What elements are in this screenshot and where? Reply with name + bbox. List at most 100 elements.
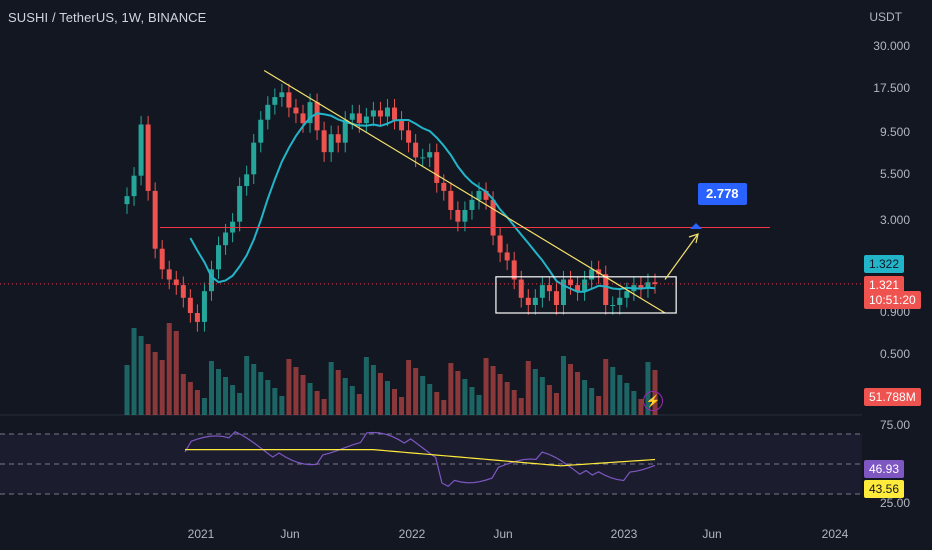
current-price-badge: 1.321: [864, 276, 905, 294]
volume-bar: [462, 379, 468, 415]
volume-bar: [434, 392, 440, 415]
rsi-ma-line: [185, 449, 656, 467]
volume-bar: [335, 370, 341, 415]
volume-bar: [166, 323, 172, 415]
candle-body: [321, 130, 327, 153]
candle-body: [166, 269, 172, 280]
moving-average-line: [189, 112, 656, 293]
price-tick: 0.500: [879, 347, 910, 361]
price-tick: 30.000: [873, 39, 910, 53]
candle-body: [159, 248, 165, 270]
volume-badge: 51.788M: [864, 388, 921, 406]
volume-bar: [553, 393, 559, 415]
countdown-badge: 10:51:20: [864, 291, 921, 309]
volume-bar: [560, 356, 566, 415]
candle-body: [427, 152, 433, 158]
volume-bar: [476, 395, 482, 415]
volume-bar: [518, 398, 524, 415]
candle-body: [476, 190, 482, 200]
candle-body: [307, 102, 313, 124]
candle-body: [532, 297, 538, 306]
candle-body: [539, 285, 545, 298]
candle-body: [244, 174, 250, 187]
volume-bar: [131, 328, 137, 415]
candle-body: [469, 199, 475, 210]
candle-body: [603, 274, 609, 306]
candle-body: [518, 279, 524, 298]
candle-body: [356, 113, 362, 124]
volume-bar: [441, 400, 447, 415]
candle-body: [392, 107, 398, 120]
volume-bar: [173, 331, 179, 415]
volume-bar: [504, 382, 510, 415]
candle-body: [138, 124, 144, 176]
candle-body: [420, 157, 426, 159]
candle-body: [455, 209, 461, 222]
time-tick: Jun: [493, 527, 513, 541]
candle-body: [370, 110, 376, 117]
volume-bar: [610, 367, 616, 415]
rsi-tick: 25.00: [879, 496, 910, 510]
candle-body: [596, 269, 602, 275]
candle-body: [363, 116, 369, 124]
candle-body: [237, 186, 243, 222]
volume-bar: [624, 383, 630, 415]
volume-bar: [265, 380, 271, 415]
volume-bar: [638, 399, 644, 415]
candle-body: [328, 134, 334, 153]
candle-body: [483, 190, 489, 200]
volume-bar: [138, 336, 144, 415]
candle-body: [279, 92, 285, 98]
volume-bar: [342, 378, 348, 415]
price-tick: 17.500: [873, 81, 910, 95]
volume-bar: [399, 397, 405, 415]
volume-bar: [356, 394, 362, 415]
time-tick: 2021: [187, 527, 215, 541]
volume-bar: [201, 398, 207, 415]
candle-body: [314, 102, 320, 131]
volume-bar: [377, 373, 383, 415]
price-tick: 9.500: [879, 125, 910, 139]
volume-bar: [370, 365, 376, 415]
volume-bar: [427, 384, 433, 415]
candle-body: [434, 152, 440, 183]
rsi-value-badge: 46.93: [864, 460, 905, 478]
volume-bar: [363, 357, 369, 415]
volume-bar: [589, 388, 595, 415]
candle-body: [208, 269, 214, 292]
time-tick: 2022: [398, 527, 426, 541]
volume-bar: [145, 344, 151, 415]
volume-bar: [216, 369, 222, 415]
volume-bar: [406, 360, 412, 415]
candle-body: [335, 134, 341, 143]
target-arrow: [664, 233, 699, 280]
target-label-pointer: [690, 222, 702, 229]
volume-bar: [223, 377, 229, 415]
candle-body: [504, 252, 510, 261]
volume-bar: [307, 383, 313, 415]
ma-value-badge: 1.322: [864, 255, 905, 273]
rsi-tick: 75.00: [879, 418, 910, 432]
candle-body: [187, 297, 193, 313]
target-arrowhead: [688, 233, 699, 244]
candle-body: [589, 269, 595, 280]
volume-bar: [469, 387, 475, 415]
time-tick: Jun: [702, 527, 722, 541]
downtrend-line: [263, 70, 666, 314]
candle-body: [384, 107, 390, 117]
volume-bar: [539, 377, 545, 415]
lightning-icon[interactable]: ⚡: [643, 391, 663, 411]
candle-body: [560, 279, 566, 306]
volume-bar: [582, 380, 588, 415]
volume-bar: [617, 375, 623, 415]
currency-label: USDT: [869, 10, 902, 24]
candle-body: [441, 182, 447, 191]
candle-body: [413, 142, 419, 158]
symbol-title: SUSHI / TetherUS, 1W, BINANCE: [8, 10, 207, 25]
rsi-band-fill: [0, 434, 862, 494]
candle-body: [546, 285, 552, 292]
candle-body: [216, 245, 222, 270]
volume-bar: [328, 362, 334, 415]
time-tick: 2024: [821, 527, 849, 541]
